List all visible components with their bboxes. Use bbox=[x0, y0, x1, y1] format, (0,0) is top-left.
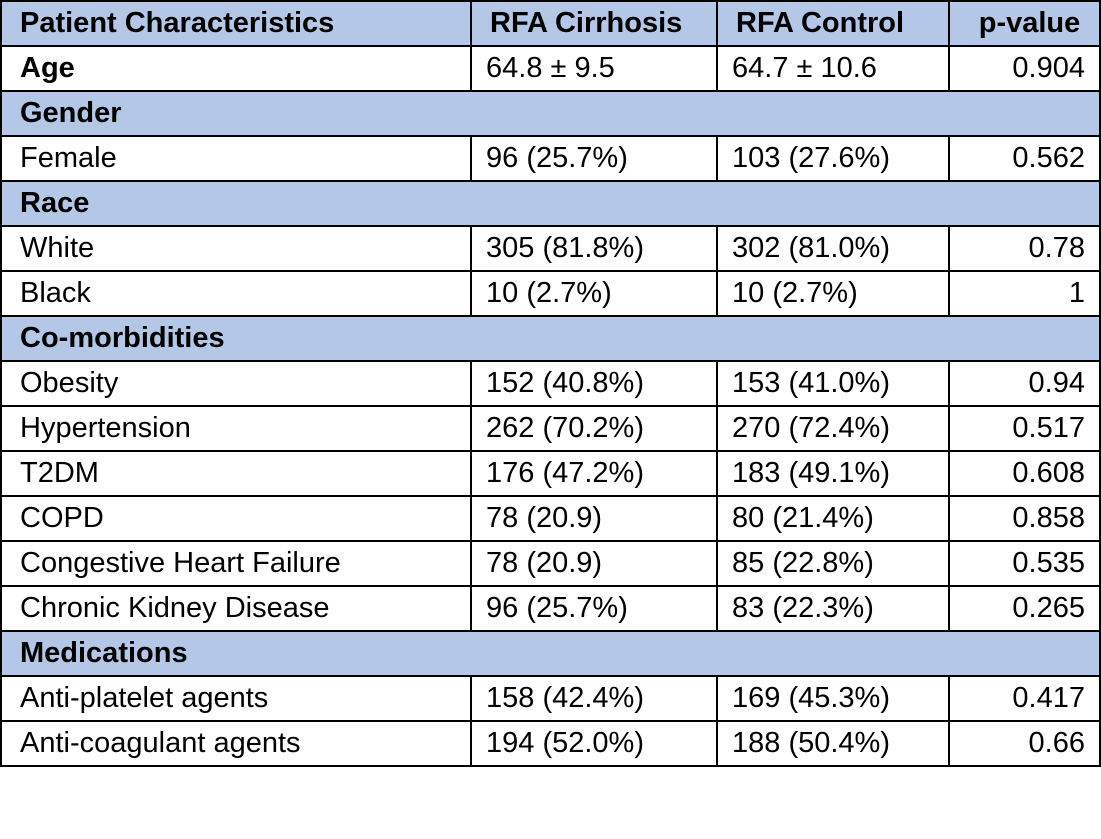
cell-p-value: 0.517 bbox=[948, 405, 1101, 452]
cell-rfa-cirrhosis: 64.8 ± 9.5 bbox=[470, 45, 718, 92]
table-row: White 305 (81.8%) 302 (81.0%) 0.78 bbox=[0, 225, 1101, 272]
section-row: Medications bbox=[0, 630, 1101, 677]
cell-p-value: 0.608 bbox=[948, 450, 1101, 497]
cell-rfa-control: 83 (22.3%) bbox=[716, 585, 950, 632]
cell-p-value: 0.562 bbox=[948, 135, 1101, 182]
section-label: Co-morbidities bbox=[0, 315, 1101, 362]
cell-rfa-cirrhosis: 176 (47.2%) bbox=[470, 450, 718, 497]
row-label: Anti-platelet agents bbox=[0, 675, 472, 722]
cell-p-value: 0.265 bbox=[948, 585, 1101, 632]
cell-rfa-control: 64.7 ± 10.6 bbox=[716, 45, 950, 92]
cell-rfa-control: 153 (41.0%) bbox=[716, 360, 950, 407]
section-row: Race bbox=[0, 180, 1101, 227]
row-label: White bbox=[0, 225, 472, 272]
cell-p-value: 0.78 bbox=[948, 225, 1101, 272]
header-p-value: p-value bbox=[948, 0, 1101, 47]
table-row: Anti-platelet agents 158 (42.4%) 169 (45.3… bbox=[0, 675, 1101, 722]
cell-rfa-cirrhosis: 96 (25.7%) bbox=[470, 135, 718, 182]
cell-rfa-control: 183 (49.1%) bbox=[716, 450, 950, 497]
cell-rfa-control: 188 (50.4%) bbox=[716, 720, 950, 767]
cell-rfa-cirrhosis: 262 (70.2%) bbox=[470, 405, 718, 452]
cell-rfa-cirrhosis: 305 (81.8%) bbox=[470, 225, 718, 272]
header-patient-characteristics: Patient Characteristics bbox=[0, 0, 472, 47]
row-label: T2DM bbox=[0, 450, 472, 497]
section-row: Gender bbox=[0, 90, 1101, 137]
header-row: Patient Characteristics RFA Cirrhosis RF… bbox=[0, 0, 1101, 47]
table-row: Obesity 152 (40.8%) 153 (41.0%) 0.94 bbox=[0, 360, 1101, 407]
cell-rfa-control: 10 (2.7%) bbox=[716, 270, 950, 317]
cell-rfa-cirrhosis: 96 (25.7%) bbox=[470, 585, 718, 632]
cell-rfa-cirrhosis: 10 (2.7%) bbox=[470, 270, 718, 317]
section-row: Co-morbidities bbox=[0, 315, 1101, 362]
header-rfa-cirrhosis: RFA Cirrhosis bbox=[470, 0, 718, 47]
table-row: Hypertension 262 (70.2%) 270 (72.4%) 0.517 bbox=[0, 405, 1101, 452]
table-row: Anti-coagulant agents 194 (52.0%) 188 (50.… bbox=[0, 720, 1101, 767]
cell-p-value: 0.858 bbox=[948, 495, 1101, 542]
section-label: Medications bbox=[0, 630, 1101, 677]
cell-rfa-cirrhosis: 152 (40.8%) bbox=[470, 360, 718, 407]
cell-rfa-control: 270 (72.4%) bbox=[716, 405, 950, 452]
table-row: COPD 78 (20.9) 80 (21.4%) 0.858 bbox=[0, 495, 1101, 542]
row-label: Anti-coagulant agents bbox=[0, 720, 472, 767]
cell-p-value: 0.417 bbox=[948, 675, 1101, 722]
cell-rfa-cirrhosis: 78 (20.9) bbox=[470, 540, 718, 587]
cell-rfa-control: 302 (81.0%) bbox=[716, 225, 950, 272]
table-row: Congestive Heart Failure 78 (20.9) 85 (22.… bbox=[0, 540, 1101, 587]
cell-rfa-cirrhosis: 78 (20.9) bbox=[470, 495, 718, 542]
row-label: Age bbox=[0, 45, 472, 92]
header-rfa-control: RFA Control bbox=[716, 0, 950, 47]
row-label: Congestive Heart Failure bbox=[0, 540, 472, 587]
cell-p-value: 1 bbox=[948, 270, 1101, 317]
row-label: Obesity bbox=[0, 360, 472, 407]
row-label: COPD bbox=[0, 495, 472, 542]
cell-rfa-control: 85 (22.8%) bbox=[716, 540, 950, 587]
cell-p-value: 0.904 bbox=[948, 45, 1101, 92]
row-label: Female bbox=[0, 135, 472, 182]
cell-rfa-control: 80 (21.4%) bbox=[716, 495, 950, 542]
row-label: Chronic Kidney Disease bbox=[0, 585, 472, 632]
cell-rfa-cirrhosis: 158 (42.4%) bbox=[470, 675, 718, 722]
cell-p-value: 0.94 bbox=[948, 360, 1101, 407]
cell-rfa-cirrhosis: 194 (52.0%) bbox=[470, 720, 718, 767]
table-body: Age 64.8 ± 9.5 64.7 ± 10.6 0.904 Gender Femal… bbox=[0, 45, 1101, 767]
table-row: Chronic Kidney Disease 96 (25.7%) 83 (22.3… bbox=[0, 585, 1101, 632]
patient-characteristics-table: Patient Characteristics RFA Cirrhosis RF… bbox=[0, 0, 1101, 767]
table-row: Black 10 (2.7%) 10 (2.7%) 1 bbox=[0, 270, 1101, 317]
row-label: Black bbox=[0, 270, 472, 317]
table-row: Age 64.8 ± 9.5 64.7 ± 10.6 0.904 bbox=[0, 45, 1101, 92]
cell-p-value: 0.66 bbox=[948, 720, 1101, 767]
row-label: Hypertension bbox=[0, 405, 472, 452]
cell-rfa-control: 169 (45.3%) bbox=[716, 675, 950, 722]
table-row: Female 96 (25.7%) 103 (27.6%) 0.562 bbox=[0, 135, 1101, 182]
cell-p-value: 0.535 bbox=[948, 540, 1101, 587]
section-label: Race bbox=[0, 180, 1101, 227]
section-label: Gender bbox=[0, 90, 1101, 137]
table-row: T2DM 176 (47.2%) 183 (49.1%) 0.608 bbox=[0, 450, 1101, 497]
cell-rfa-control: 103 (27.6%) bbox=[716, 135, 950, 182]
